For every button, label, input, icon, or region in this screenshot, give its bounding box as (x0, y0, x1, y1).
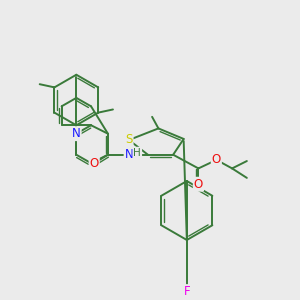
Text: O: O (194, 178, 203, 191)
Text: S: S (125, 134, 133, 146)
Text: F: F (184, 285, 190, 298)
Text: H: H (134, 148, 141, 158)
Text: O: O (212, 154, 221, 166)
Text: N: N (72, 127, 81, 140)
Text: N: N (124, 148, 133, 161)
Text: O: O (90, 157, 99, 169)
